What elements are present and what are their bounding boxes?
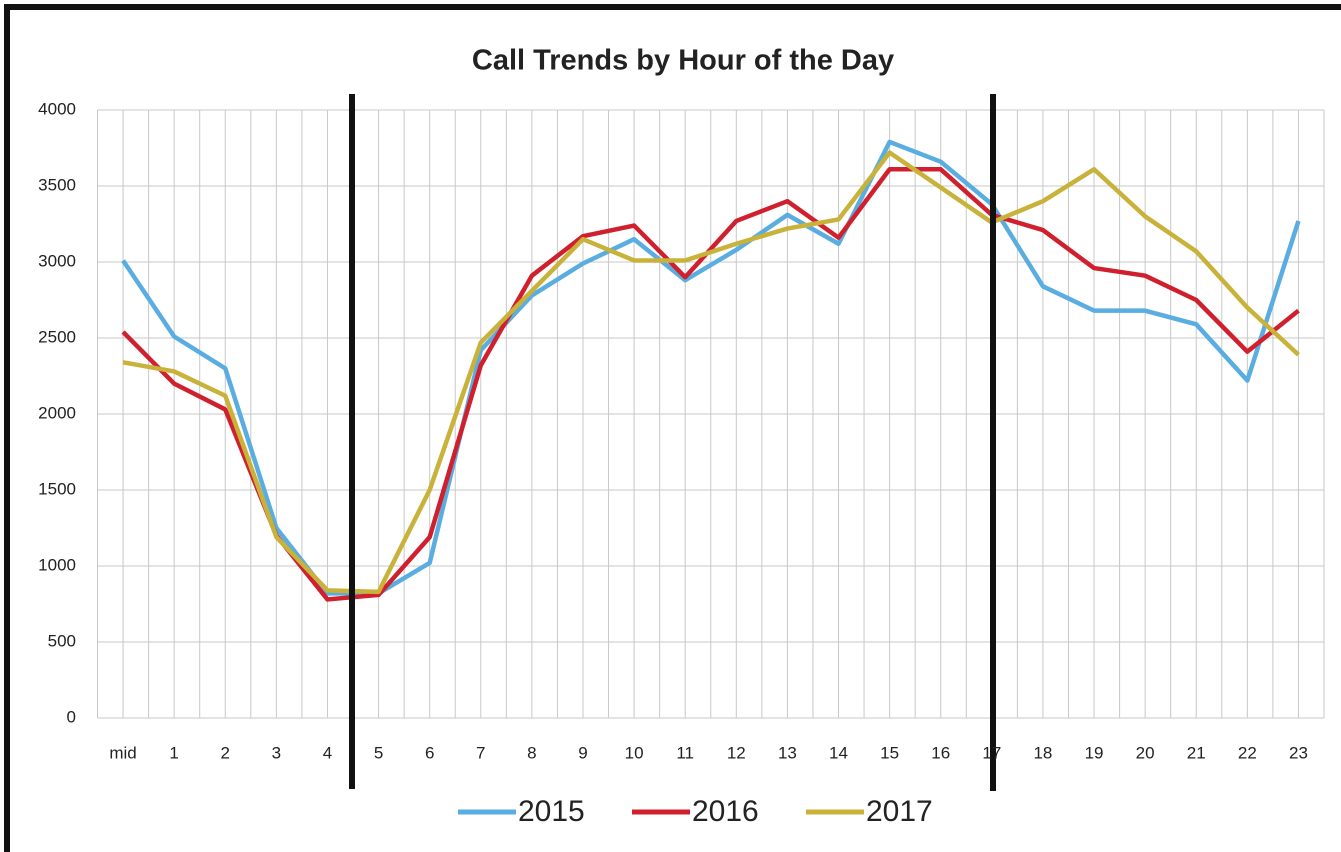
y-tick-label: 2000 [38, 403, 76, 422]
lines [121, 139, 1301, 602]
x-tick-label: 16 [931, 743, 950, 762]
x-tick-label: 13 [778, 743, 797, 762]
x-tick-label: 10 [625, 743, 644, 762]
chart-title: Call Trends by Hour of the Day [472, 45, 894, 77]
x-tick-label: 7 [476, 743, 485, 762]
chart-frame [4, 4, 1341, 852]
y-tick-label: 500 [48, 631, 76, 650]
y-tick-label: 3000 [38, 251, 76, 270]
x-tick-label: 4 [323, 743, 332, 762]
x-tick-label: 20 [1136, 743, 1155, 762]
x-tick-label: 15 [880, 743, 899, 762]
x-tick-label: 17 [982, 743, 1001, 762]
x-tick-label: 22 [1238, 743, 1257, 762]
grid [97, 109, 1325, 719]
y-tick-label: 1000 [38, 555, 76, 574]
x-tick-label: 1 [169, 743, 178, 762]
x-tick-label: 6 [425, 743, 434, 762]
series-line [121, 167, 1300, 602]
x-tick-label: 12 [727, 743, 746, 762]
legend-label: 2015 [518, 795, 585, 828]
x-tick-label: 23 [1289, 743, 1308, 762]
y-tick-label: 3500 [38, 175, 76, 194]
x-tick-label: 2 [221, 743, 230, 762]
x-tick-label: 5 [374, 743, 383, 762]
x-tick-label: 18 [1033, 743, 1052, 762]
x-tick-label: 11 [676, 743, 694, 762]
x-tick-label: mid [109, 743, 136, 762]
y-tick-label: 0 [67, 707, 76, 726]
y-tick-label: 4000 [38, 99, 76, 118]
series-line [122, 150, 1300, 595]
legend-label: 2016 [692, 795, 759, 828]
y-tick-label: 1500 [38, 479, 76, 498]
x-tick-label: 21 [1187, 743, 1206, 762]
x-tick-label: 8 [527, 743, 536, 762]
x-tick-label: 14 [829, 743, 848, 762]
x-tick-label: 19 [1085, 743, 1104, 762]
y-tick-label: 2500 [38, 327, 76, 346]
x-tick-label: 3 [272, 743, 281, 762]
x-tick-label: 9 [578, 743, 587, 762]
legend-label: 2017 [866, 795, 933, 828]
